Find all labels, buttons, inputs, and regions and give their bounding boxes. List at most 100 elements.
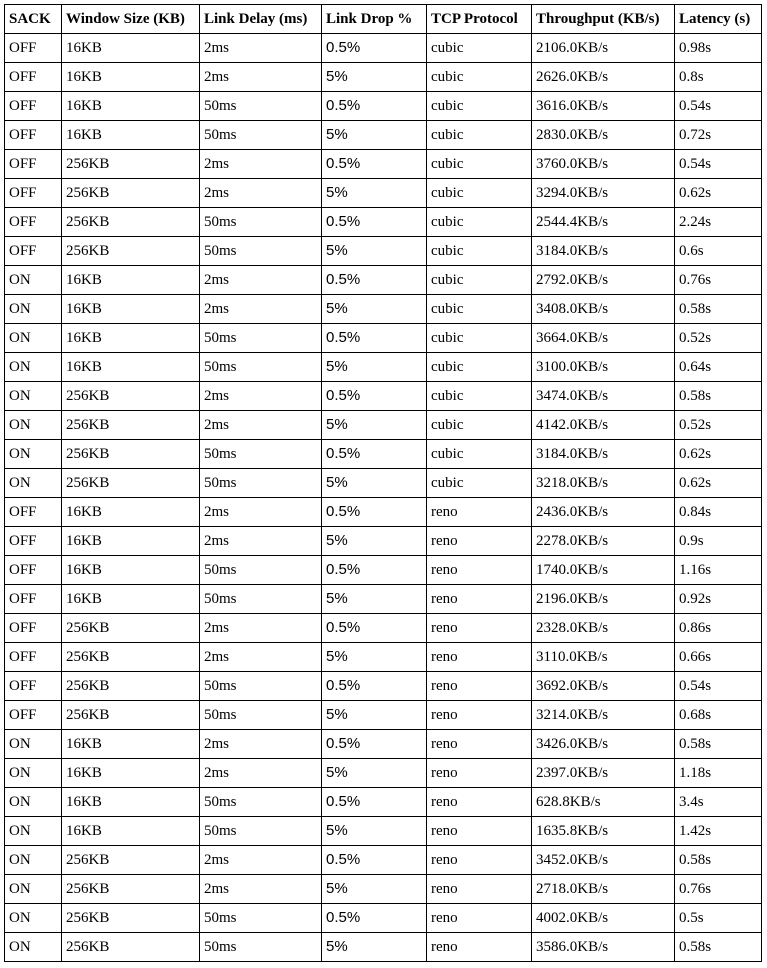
table-row: OFF 16KB 2ms 0.5% cubic 2106.0KB/s 0.98s — [4, 33, 762, 63]
cell-link-delay: 2ms — [199, 294, 322, 324]
cell-window-size: 16KB — [61, 352, 200, 382]
cell-link-drop: 0.5% — [321, 265, 427, 295]
cell-sack: ON — [4, 381, 62, 411]
cell-throughput: 2792.0KB/s — [531, 265, 675, 295]
cell-window-size: 256KB — [61, 207, 200, 237]
header-row: SACK Window Size (KB) Link Delay (ms) Li… — [4, 4, 762, 34]
cell-tcp-protocol: reno — [426, 758, 532, 788]
header-window-size: Window Size (KB) — [61, 4, 200, 34]
cell-sack: OFF — [4, 642, 62, 672]
cell-link-delay: 2ms — [199, 642, 322, 672]
cell-window-size: 16KB — [61, 584, 200, 614]
cell-sack: OFF — [4, 207, 62, 237]
cell-link-delay: 2ms — [199, 410, 322, 440]
cell-sack: ON — [4, 845, 62, 875]
table-row: OFF 256KB 50ms 5% reno 3214.0KB/s 0.68s — [4, 700, 762, 730]
cell-link-drop: 0.5% — [321, 381, 427, 411]
cell-link-delay: 50ms — [199, 671, 322, 701]
cell-window-size: 16KB — [61, 33, 200, 63]
cell-sack: ON — [4, 932, 62, 962]
cell-sack: OFF — [4, 149, 62, 179]
header-latency: Latency (s) — [674, 4, 762, 34]
cell-latency: 1.18s — [674, 758, 762, 788]
cell-link-drop: 0.5% — [321, 845, 427, 875]
cell-link-drop: 0.5% — [321, 671, 427, 701]
cell-throughput: 3664.0KB/s — [531, 323, 675, 353]
cell-link-drop: 0.5% — [321, 33, 427, 63]
header-sack: SACK — [4, 4, 62, 34]
cell-window-size: 16KB — [61, 729, 200, 759]
table-row: OFF 256KB 2ms 5% cubic 3294.0KB/s 0.62s — [4, 178, 762, 208]
cell-tcp-protocol: reno — [426, 671, 532, 701]
cell-latency: 0.72s — [674, 120, 762, 150]
cell-window-size: 16KB — [61, 555, 200, 585]
table-row: ON 256KB 50ms 0.5% cubic 3184.0KB/s 0.62s — [4, 439, 762, 469]
table-row: ON 16KB 2ms 5% reno 2397.0KB/s 1.18s — [4, 758, 762, 788]
cell-link-drop: 0.5% — [321, 323, 427, 353]
cell-sack: OFF — [4, 526, 62, 556]
cell-tcp-protocol: reno — [426, 845, 532, 875]
cell-link-delay: 50ms — [199, 787, 322, 817]
cell-latency: 0.54s — [674, 91, 762, 121]
table-row: OFF 16KB 50ms 0.5% cubic 3616.0KB/s 0.54s — [4, 91, 762, 121]
cell-link-drop: 5% — [321, 410, 427, 440]
cell-latency: 0.66s — [674, 642, 762, 672]
cell-sack: ON — [4, 294, 62, 324]
cell-link-drop: 5% — [321, 62, 427, 92]
cell-link-drop: 0.5% — [321, 787, 427, 817]
cell-link-delay: 50ms — [199, 932, 322, 962]
cell-window-size: 256KB — [61, 439, 200, 469]
cell-tcp-protocol: reno — [426, 555, 532, 585]
cell-window-size: 256KB — [61, 381, 200, 411]
header-link-delay: Link Delay (ms) — [199, 4, 322, 34]
cell-throughput: 3184.0KB/s — [531, 439, 675, 469]
cell-link-delay: 2ms — [199, 33, 322, 63]
cell-latency: 0.58s — [674, 729, 762, 759]
cell-latency: 0.92s — [674, 584, 762, 614]
cell-link-drop: 0.5% — [321, 207, 427, 237]
cell-window-size: 256KB — [61, 903, 200, 933]
cell-latency: 0.62s — [674, 468, 762, 498]
table-row: ON 16KB 50ms 0.5% cubic 3664.0KB/s 0.52s — [4, 323, 762, 353]
cell-sack: ON — [4, 903, 62, 933]
cell-sack: ON — [4, 787, 62, 817]
cell-throughput: 3110.0KB/s — [531, 642, 675, 672]
cell-throughput: 3294.0KB/s — [531, 178, 675, 208]
table-row: ON 256KB 2ms 0.5% reno 3452.0KB/s 0.58s — [4, 845, 762, 875]
cell-link-delay: 2ms — [199, 526, 322, 556]
header-tcp-protocol: TCP Protocol — [426, 4, 532, 34]
cell-tcp-protocol: cubic — [426, 352, 532, 382]
cell-latency: 0.58s — [674, 932, 762, 962]
cell-throughput: 2106.0KB/s — [531, 33, 675, 63]
table-row: ON 256KB 50ms 0.5% reno 4002.0KB/s 0.5s — [4, 903, 762, 933]
cell-sack: OFF — [4, 62, 62, 92]
table-row: ON 256KB 50ms 5% reno 3586.0KB/s 0.58s — [4, 932, 762, 962]
cell-throughput: 2397.0KB/s — [531, 758, 675, 788]
cell-throughput: 2436.0KB/s — [531, 497, 675, 527]
cell-latency: 0.76s — [674, 265, 762, 295]
cell-sack: ON — [4, 439, 62, 469]
cell-window-size: 256KB — [61, 671, 200, 701]
cell-throughput: 2830.0KB/s — [531, 120, 675, 150]
cell-link-drop: 0.5% — [321, 903, 427, 933]
cell-throughput: 3408.0KB/s — [531, 294, 675, 324]
cell-link-delay: 2ms — [199, 613, 322, 643]
cell-link-delay: 50ms — [199, 903, 322, 933]
cell-link-drop: 5% — [321, 352, 427, 382]
header-link-drop: Link Drop % — [321, 4, 427, 34]
cell-throughput: 3184.0KB/s — [531, 236, 675, 266]
table-row: ON 16KB 50ms 0.5% reno 628.8KB/s 3.4s — [4, 787, 762, 817]
cell-window-size: 16KB — [61, 526, 200, 556]
cell-throughput: 2328.0KB/s — [531, 613, 675, 643]
cell-sack: OFF — [4, 178, 62, 208]
cell-link-drop: 5% — [321, 584, 427, 614]
cell-window-size: 256KB — [61, 468, 200, 498]
cell-link-delay: 2ms — [199, 497, 322, 527]
cell-throughput: 4002.0KB/s — [531, 903, 675, 933]
cell-tcp-protocol: reno — [426, 642, 532, 672]
cell-link-delay: 2ms — [199, 758, 322, 788]
cell-window-size: 16KB — [61, 265, 200, 295]
cell-latency: 0.62s — [674, 439, 762, 469]
cell-link-delay: 50ms — [199, 236, 322, 266]
table-row: OFF 256KB 2ms 0.5% reno 2328.0KB/s 0.86s — [4, 613, 762, 643]
